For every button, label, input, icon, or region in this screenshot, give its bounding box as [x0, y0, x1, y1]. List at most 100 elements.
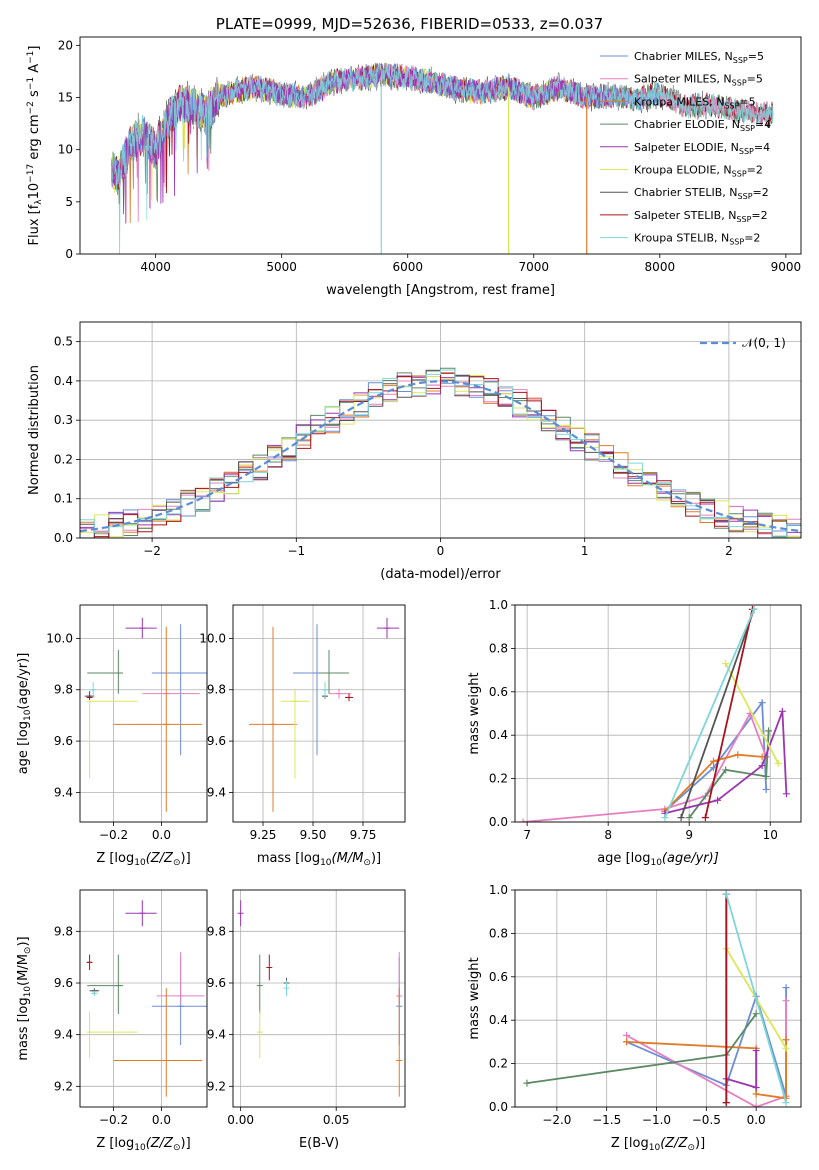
weight-marker [750, 605, 758, 613]
chart-spectrum: Chabrier MILES, NSSP=5 Salpeter MILES, NS… [26, 36, 802, 298]
y-tick-label: 20 [58, 38, 73, 52]
weight-line [523, 711, 768, 822]
x-tick-label: −2 [143, 544, 161, 558]
legend-entry: Chabrier MILES, NSSP=5 [634, 50, 764, 65]
x-tick-label: −1 [287, 544, 305, 558]
residual-histogram [80, 372, 801, 538]
y-tick-label: 9.2 [54, 1079, 73, 1093]
weight-marker [519, 818, 527, 822]
y-tick-label: 9.4 [54, 1028, 73, 1042]
x-tick-label: 1 [581, 544, 589, 558]
plot-area [80, 367, 801, 538]
y-tick-label: 0.0 [54, 531, 73, 545]
x-tick-label: −0.2 [99, 1113, 128, 1127]
x-tick-label: 2 [725, 544, 733, 558]
weight-marker [623, 1031, 631, 1039]
legend-entry: Kroupa ELODIE, NSSP=2 [634, 164, 763, 179]
y-axis-label: Normed distribution [27, 365, 42, 495]
weight-marker [752, 1010, 760, 1018]
weight-marker [722, 1099, 730, 1107]
y-tick-label: 0.1 [54, 492, 73, 506]
weight-marker [722, 890, 730, 898]
weight-marker [701, 814, 709, 822]
x-tick-label: 10 [763, 828, 778, 842]
legend-entry: 𝒩(0, 1) [742, 336, 786, 350]
x-tick-label: 8 [604, 828, 612, 842]
weight-marker [661, 814, 669, 822]
x-tick-label: 9 [685, 828, 693, 842]
weight-marker [778, 707, 786, 715]
x-axis-label: wavelength [Angstrom, rest frame] [326, 283, 555, 298]
y-tick-label: 0.0 [489, 1100, 508, 1114]
weight-marker [734, 751, 742, 759]
x-axis-label: mass [log10(M/M⊙)] [257, 851, 381, 868]
y-tick-label: 1.0 [489, 598, 508, 612]
legend-entry: Salpeter ELODIE, NSSP=4 [634, 141, 770, 156]
x-tick-label: 9.75 [350, 828, 377, 842]
x-tick-label: 7000 [519, 260, 550, 274]
weight-marker [774, 759, 782, 767]
x-axis-label: age [log10(age/yr)] [597, 851, 719, 868]
weight-line [664, 608, 755, 819]
x-tick-label: −1.0 [642, 1113, 671, 1127]
x-tick-label: −0.2 [99, 828, 128, 842]
plot-area [523, 890, 790, 1107]
x-tick-label: 0 [437, 544, 445, 558]
y-tick-label: 9.8 [54, 683, 73, 697]
weight-marker [685, 814, 693, 822]
x-tick-label: 6000 [392, 260, 423, 274]
weight-marker [758, 699, 766, 707]
weight-marker [752, 1083, 760, 1091]
weight-marker [782, 790, 790, 798]
x-tick-label: 9.25 [250, 828, 277, 842]
x-tick-label: −2.0 [542, 1113, 571, 1127]
x-tick-label: 0.0 [747, 1113, 766, 1127]
weight-line [664, 753, 763, 812]
plot-area [84, 617, 207, 812]
weight-marker [758, 762, 766, 770]
y-tick-label: 9.4 [54, 785, 73, 799]
spectrum-line [111, 63, 774, 221]
y-tick-label: 9.6 [207, 734, 226, 748]
y-axis-label: mass weight [467, 672, 482, 754]
chart-weight-vs-age: 7 8 9 10 0.0 0.2 0.4 0.6 0.8 1.0 age [log10(age/yr… [467, 598, 802, 868]
y-tick-label: 0.6 [489, 970, 508, 984]
x-tick-label: 4000 [140, 260, 171, 274]
weight-marker [677, 814, 685, 822]
figure-title: PLATE=0999, MJD=52636, FIBERID=0533, z=0… [216, 15, 603, 33]
chart-mass-vs-ebv: 0.00 0.05 9.2 9.4 9.6 9.8 E(B-V) [207, 889, 406, 1151]
y-tick-label: 0.2 [54, 452, 73, 466]
weight-marker [752, 1047, 760, 1055]
weight-line [726, 1050, 758, 1089]
x-tick-label: 7 [523, 828, 531, 842]
x-tick-label: 0.0 [152, 1113, 171, 1127]
x-tick-label: −1.5 [592, 1113, 621, 1127]
y-tick-label: 0.3 [54, 413, 73, 427]
axes-frame [232, 604, 406, 823]
y-tick-label: 9.6 [207, 976, 226, 990]
axes-frame [79, 604, 208, 823]
y-tick-label: 0.6 [489, 685, 508, 699]
weight-marker [782, 997, 790, 1005]
y-tick-label: 0.8 [489, 641, 508, 655]
weight-marker [623, 1038, 631, 1046]
axes-frame [79, 36, 802, 255]
normal-curve [80, 380, 801, 533]
y-axis-label: age [log10(age/yr)] [16, 653, 33, 775]
weight-marker [722, 660, 730, 668]
chart-residuals: 𝒩(0, 1) −2 −1 0 1 2 0.0 0.1 0.2 0.3 0.4 0.5 (data-mo… [27, 321, 802, 582]
weight-marker [762, 772, 770, 780]
chart-age-vs-mass: 9.25 9.50 9.75 9.4 9.6 9.8 10.0 mass [log10(M/M… [199, 604, 406, 868]
x-axis-label: (data-model)/error [380, 567, 501, 582]
y-tick-label: 1.0 [489, 883, 508, 897]
x-tick-label: 0.00 [227, 1113, 254, 1127]
chart-mass-vs-Z: −0.2 0.0 9.2 9.4 9.6 9.8 Z [log10(Z/Z⊙)] mass [… [16, 889, 208, 1153]
plot-area [237, 900, 403, 1097]
y-axis-label: mass [log10(M/M⊙)] [16, 936, 33, 1060]
weight-marker [752, 1090, 760, 1098]
x-tick-label: −0.5 [692, 1113, 721, 1127]
y-tick-label: 0 [65, 247, 73, 261]
y-tick-label: 0.4 [489, 1013, 508, 1027]
y-tick-label: 9.6 [54, 976, 73, 990]
